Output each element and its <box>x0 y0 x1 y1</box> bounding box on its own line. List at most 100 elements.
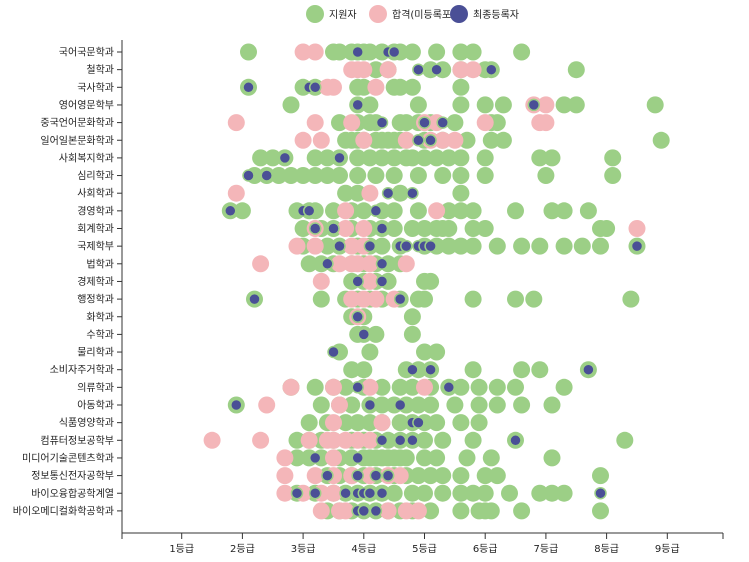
y-tick-label: 국사학과 <box>77 82 114 94</box>
point-series-1 <box>312 290 330 308</box>
point-series-1 <box>452 414 470 432</box>
point-series-1 <box>543 449 561 467</box>
point-series-1 <box>422 467 440 485</box>
point-series-3 <box>630 239 644 253</box>
point-series-2 <box>391 467 409 485</box>
point-series-1 <box>428 414 446 432</box>
point-series-2 <box>282 378 300 396</box>
x-tick-label: 8등급 <box>594 543 619 555</box>
point-series-1 <box>482 449 500 467</box>
point-series-1 <box>361 96 379 114</box>
point-series-3 <box>393 398 407 412</box>
point-series-1 <box>476 149 494 167</box>
point-series-2 <box>276 484 294 502</box>
point-series-2 <box>361 378 379 396</box>
point-series-1 <box>464 290 482 308</box>
point-series-1 <box>579 202 597 220</box>
point-series-2 <box>306 467 324 485</box>
point-series-1 <box>598 220 616 237</box>
point-series-3 <box>351 469 364 482</box>
point-series-2 <box>337 202 355 220</box>
point-series-1 <box>409 202 427 220</box>
point-series-2 <box>361 255 379 273</box>
point-series-1 <box>458 449 476 467</box>
point-series-1 <box>446 396 464 414</box>
point-series-1 <box>403 325 421 343</box>
point-series-1 <box>470 396 488 414</box>
point-series-2 <box>379 61 397 79</box>
point-series-1 <box>482 502 500 520</box>
point-series-2 <box>258 396 276 414</box>
point-series-1 <box>525 290 543 308</box>
point-series-3 <box>369 504 383 518</box>
point-series-2 <box>325 414 342 432</box>
point-series-1 <box>264 149 282 167</box>
point-series-1 <box>592 467 609 485</box>
point-series-1 <box>288 449 306 467</box>
point-series-1 <box>361 414 379 432</box>
point-series-2 <box>397 502 415 520</box>
point-series-1 <box>385 220 403 237</box>
point-series-1 <box>446 114 464 132</box>
point-series-2 <box>476 114 494 132</box>
point-series-2 <box>361 272 379 290</box>
point-series-1 <box>555 378 573 396</box>
point-series-3 <box>369 204 383 218</box>
point-series-3 <box>406 434 419 447</box>
point-series-2 <box>331 396 348 414</box>
point-series-1 <box>416 449 433 467</box>
point-series-1 <box>355 202 373 220</box>
point-series-1 <box>300 255 318 273</box>
point-series-3 <box>375 275 389 288</box>
point-series-1 <box>409 396 427 414</box>
point-series-3 <box>393 292 407 306</box>
point-series-2 <box>252 431 270 449</box>
y-tick-label: 아동학과 <box>77 400 114 412</box>
y-tick-label: 법학과 <box>86 258 114 270</box>
point-series-1 <box>458 131 476 149</box>
y-tick-label: 영어영문학부 <box>59 99 114 111</box>
point-series-1 <box>531 484 549 502</box>
point-series-1 <box>361 43 379 61</box>
y-tick-label: 컴퓨터정보공학부 <box>40 435 114 447</box>
point-series-3 <box>412 134 425 147</box>
point-series-1 <box>428 343 446 361</box>
y-tick-label: 미디어기술콘텐츠학과 <box>22 452 114 464</box>
point-series-3 <box>278 151 292 165</box>
y-tick-label: 사회학과 <box>77 188 114 200</box>
point-series-2 <box>397 131 415 149</box>
point-series-1 <box>452 237 470 255</box>
point-series-1 <box>488 467 506 485</box>
point-series-2 <box>343 290 361 308</box>
point-series-2 <box>337 502 355 520</box>
point-series-1 <box>373 149 391 167</box>
point-series-3 <box>436 116 449 129</box>
point-series-1 <box>428 43 446 61</box>
point-series-1 <box>452 184 470 202</box>
point-series-1 <box>513 43 531 61</box>
point-series-1 <box>470 378 488 396</box>
point-series-1 <box>464 361 482 379</box>
point-series-1 <box>318 167 336 184</box>
point-series-1 <box>555 96 573 114</box>
point-series-1 <box>531 361 549 379</box>
point-series-2 <box>428 202 446 220</box>
point-series-2 <box>355 220 373 237</box>
point-series-2 <box>227 184 245 202</box>
point-series-3 <box>357 328 371 341</box>
point-series-2 <box>367 78 385 96</box>
point-series-1 <box>537 167 555 184</box>
point-series-2 <box>325 484 342 502</box>
y-tick-label: 식품영양학과 <box>59 417 114 429</box>
x-tick-label: 4등급 <box>351 543 376 555</box>
point-series-1 <box>440 149 458 167</box>
point-series-1 <box>349 184 367 202</box>
point-series-1 <box>513 237 531 255</box>
point-series-2 <box>227 114 245 132</box>
point-series-3 <box>527 98 541 112</box>
point-series-2 <box>349 431 367 449</box>
point-series-1 <box>616 431 634 449</box>
point-series-3 <box>260 169 273 182</box>
point-series-1 <box>294 220 312 237</box>
point-series-2 <box>306 43 324 61</box>
